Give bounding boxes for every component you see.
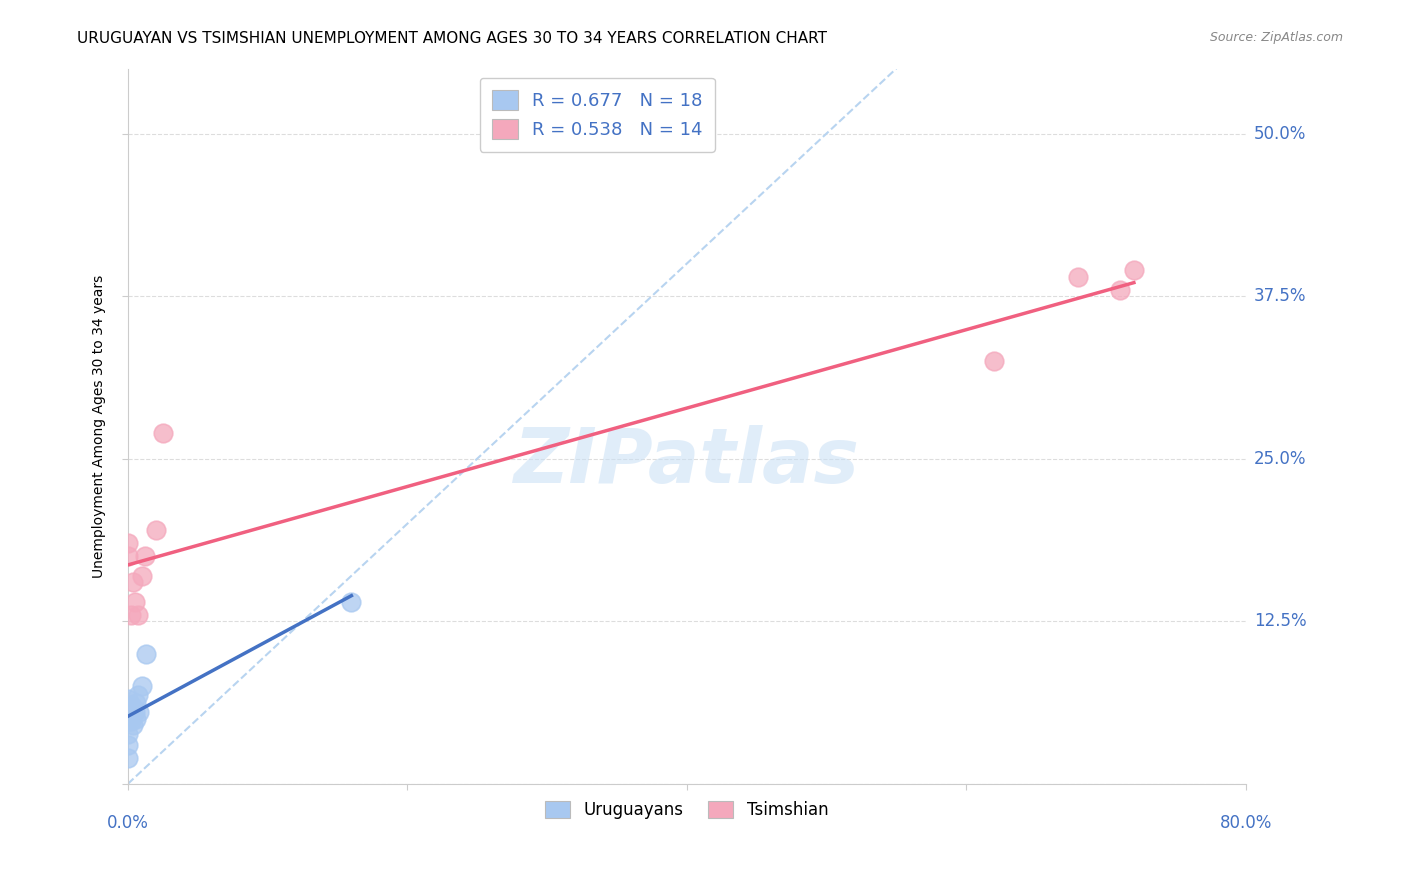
Text: 0.0%: 0.0%	[107, 814, 149, 832]
Point	[117, 706, 139, 720]
Point	[1109, 283, 1132, 297]
Point	[340, 595, 363, 609]
Text: 80.0%: 80.0%	[1219, 814, 1272, 832]
Point	[1067, 269, 1090, 284]
Point	[131, 679, 153, 693]
Text: 12.5%: 12.5%	[1254, 612, 1306, 631]
Point	[125, 696, 148, 710]
Text: 50.0%: 50.0%	[1254, 125, 1306, 143]
Point	[117, 738, 139, 752]
Point	[983, 354, 1005, 368]
Point	[117, 549, 139, 564]
Point	[117, 714, 139, 729]
Text: 37.5%: 37.5%	[1254, 287, 1306, 305]
Point	[128, 706, 150, 720]
Text: Source: ZipAtlas.com: Source: ZipAtlas.com	[1209, 31, 1343, 45]
Point	[145, 523, 167, 537]
Point	[127, 607, 149, 622]
Text: 25.0%: 25.0%	[1254, 450, 1306, 467]
Point	[124, 706, 146, 720]
Point	[117, 536, 139, 550]
Point	[121, 709, 143, 723]
Point	[120, 607, 142, 622]
Legend: Uruguayans, Tsimshian: Uruguayans, Tsimshian	[538, 794, 835, 826]
Point	[120, 714, 142, 729]
Text: URUGUAYAN VS TSIMSHIAN UNEMPLOYMENT AMONG AGES 30 TO 34 YEARS CORRELATION CHART: URUGUAYAN VS TSIMSHIAN UNEMPLOYMENT AMON…	[77, 31, 827, 46]
Point	[135, 647, 157, 661]
Point	[117, 692, 139, 706]
Point	[134, 549, 156, 564]
Point	[122, 718, 145, 732]
Point	[121, 698, 143, 713]
Point	[1122, 263, 1144, 277]
Point	[124, 595, 146, 609]
Point	[152, 425, 174, 440]
Point	[131, 568, 153, 582]
Text: ZIPatlas: ZIPatlas	[513, 425, 860, 499]
Y-axis label: Unemployment Among Ages 30 to 34 years: Unemployment Among Ages 30 to 34 years	[93, 275, 107, 578]
Point	[122, 575, 145, 590]
Point	[125, 712, 148, 726]
Point	[127, 689, 149, 703]
Point	[117, 751, 139, 765]
Point	[117, 727, 139, 741]
